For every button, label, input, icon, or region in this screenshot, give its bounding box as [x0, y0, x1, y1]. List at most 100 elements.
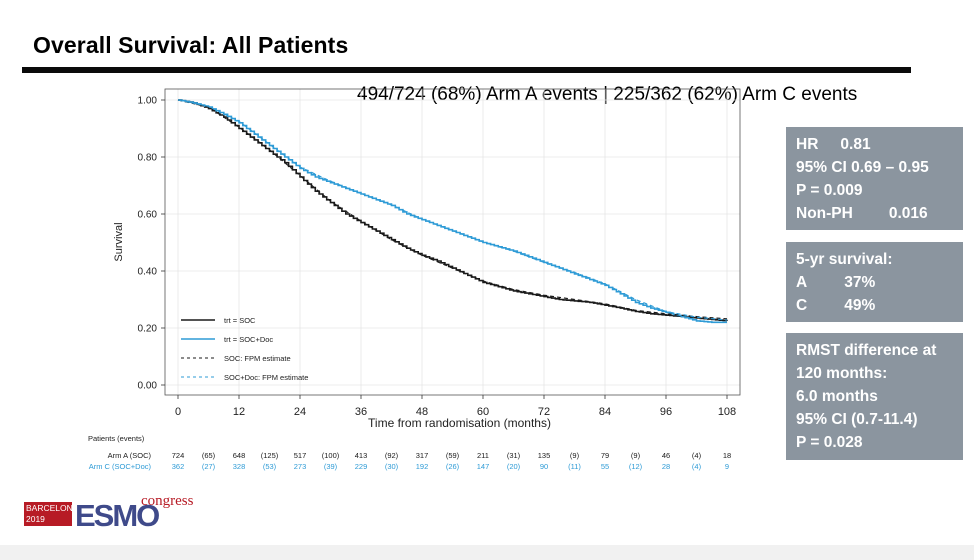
risk-at-risk-count: 46 — [662, 451, 670, 460]
arm-a-label: A — [796, 274, 808, 291]
x-tick-label: 108 — [718, 406, 736, 418]
risk-at-risk-count: 147 — [477, 462, 490, 471]
legend-label: SOC+Doc: FPM estimate — [224, 373, 308, 382]
logo-suffix: congress — [141, 493, 194, 509]
x-tick-label: 72 — [538, 406, 550, 418]
logo-brand: ESMO — [75, 498, 160, 533]
nonph-label: Non-PH — [796, 205, 853, 222]
rmst-line-4: 95% CI (0.7-11.4) — [796, 411, 918, 428]
x-tick-label: 0 — [175, 406, 181, 418]
risk-event-count: (92) — [385, 451, 399, 460]
risk-event-count: (4) — [692, 462, 702, 471]
y-tick-label: 0.40 — [138, 267, 158, 278]
risk-event-count: (100) — [322, 451, 340, 460]
risk-at-risk-count: 90 — [540, 462, 548, 471]
risk-event-count: (20) — [507, 462, 521, 471]
y-tick-label: 0.60 — [138, 210, 158, 221]
risk-event-count: (53) — [263, 462, 277, 471]
arm-a-survival: 37% — [844, 274, 876, 291]
legend-label: trt = SOC+Doc — [224, 335, 273, 344]
risk-at-risk-count: 362 — [172, 462, 185, 471]
hr-value: 0.81 — [840, 136, 871, 153]
x-tick-label: 84 — [599, 406, 611, 418]
km-curve — [178, 99, 728, 322]
legend-label: trt = SOC — [224, 316, 256, 325]
risk-at-risk-count: 517 — [294, 451, 307, 460]
fpm-estimate-curve — [177, 99, 728, 320]
survival-heading: 5-yr survival: — [796, 251, 893, 268]
risk-at-risk-count: 211 — [477, 451, 489, 460]
risk-row-label: Arm A (SOC) — [108, 451, 152, 460]
risk-event-count: (12) — [629, 462, 643, 471]
risk-event-count: (125) — [261, 451, 279, 460]
x-tick-label: 12 — [233, 406, 245, 418]
risk-table-header: Patients (events) — [88, 434, 145, 443]
risk-at-risk-count: 328 — [233, 462, 246, 471]
plot-frame — [164, 88, 741, 396]
risk-at-risk-count: 273 — [294, 462, 307, 471]
rmst-box: RMST difference at 120 months: 6.0 month… — [786, 333, 963, 460]
x-tick-label: 24 — [294, 406, 306, 418]
y-axis-label: Survival — [113, 222, 125, 261]
slide-bottom-strip — [0, 545, 974, 560]
y-tick-label: 0.00 — [138, 381, 158, 392]
y-tick-label: 0.20 — [138, 324, 158, 335]
risk-event-count: (65) — [202, 451, 216, 460]
x-tick-label: 48 — [416, 406, 428, 418]
risk-at-risk-count: 135 — [538, 451, 551, 460]
arm-c-label: C — [796, 297, 808, 314]
legend-label: SOC: FPM estimate — [224, 354, 291, 363]
rmst-line-1: RMST difference at — [796, 342, 937, 359]
esmo-congress-logo: BARCELONA 2019 ESMO congress — [24, 493, 214, 535]
risk-at-risk-count: 648 — [233, 451, 246, 460]
risk-event-count: (39) — [324, 462, 338, 471]
arm-c-survival: 49% — [844, 297, 876, 314]
risk-at-risk-count: 55 — [601, 462, 609, 471]
risk-at-risk-count: 18 — [723, 451, 731, 460]
hazard-ratio-box: HR 0.81 95% CI 0.69 – 0.95 P = 0.009 Non-… — [786, 127, 963, 230]
risk-event-count: (30) — [385, 462, 399, 471]
risk-at-risk-count: 9 — [725, 462, 729, 471]
risk-at-risk-count: 724 — [172, 451, 185, 460]
risk-at-risk-count: 317 — [416, 451, 429, 460]
title-divider — [22, 67, 911, 73]
nonph-value: 0.016 — [888, 205, 928, 222]
x-tick-label: 36 — [355, 406, 367, 418]
x-tick-label: 96 — [660, 406, 672, 418]
x-tick-label: 60 — [477, 406, 489, 418]
logo-city-badge: BARCELONA 2019 — [24, 502, 79, 526]
y-tick-label: 1.00 — [138, 96, 158, 107]
risk-event-count: (11) — [568, 462, 581, 471]
chart-series — [177, 99, 728, 324]
y-tick-label: 0.80 — [138, 153, 158, 164]
risk-at-risk-count: 229 — [355, 462, 368, 471]
fpm-estimate-curve — [177, 99, 728, 321]
km-curve — [178, 99, 727, 324]
logo-city: BARCELONA — [26, 503, 79, 513]
risk-event-count: (9) — [631, 451, 641, 460]
risk-at-risk-count: 79 — [601, 451, 609, 460]
hr-confidence-interval: 95% CI 0.69 – 0.95 — [796, 159, 929, 176]
five-year-survival-box: 5-yr survival: A 37% C 49% — [786, 242, 963, 322]
risk-row-label: Arm C (SOC+Doc) — [89, 462, 152, 471]
rmst-line-3: 6.0 months — [796, 388, 878, 405]
x-axis-label: Time from randomisation (months) — [368, 416, 551, 430]
chart-axes: 0.00 0.20 0.40 0.60 0.80 1.00 0 12 24 36 48 60 72 84 9… — [113, 96, 736, 431]
risk-at-risk-count: 413 — [355, 451, 368, 460]
rmst-line-2: 120 months: — [796, 365, 888, 382]
chart-legend: trt = SOC trt = SOC+Doc SOC: FPM estimate S… — [181, 316, 308, 382]
risk-event-count: (9) — [570, 451, 580, 460]
slide-title: Overall Survival: All Patients — [33, 32, 349, 58]
risk-table: Patients (events) Arm A (SOC) 724 648 517 413… — [88, 434, 731, 471]
chart-grid — [165, 89, 740, 395]
hr-label: HR — [796, 136, 819, 153]
risk-event-count: (31) — [507, 451, 521, 460]
risk-event-count: (27) — [202, 462, 216, 471]
risk-event-count: (4) — [692, 451, 702, 460]
risk-at-risk-count: 28 — [662, 462, 670, 471]
risk-event-count: (59) — [446, 451, 460, 460]
risk-event-count: (26) — [446, 462, 460, 471]
hr-p-value: P = 0.009 — [796, 182, 863, 199]
rmst-line-5: P = 0.028 — [796, 434, 863, 451]
